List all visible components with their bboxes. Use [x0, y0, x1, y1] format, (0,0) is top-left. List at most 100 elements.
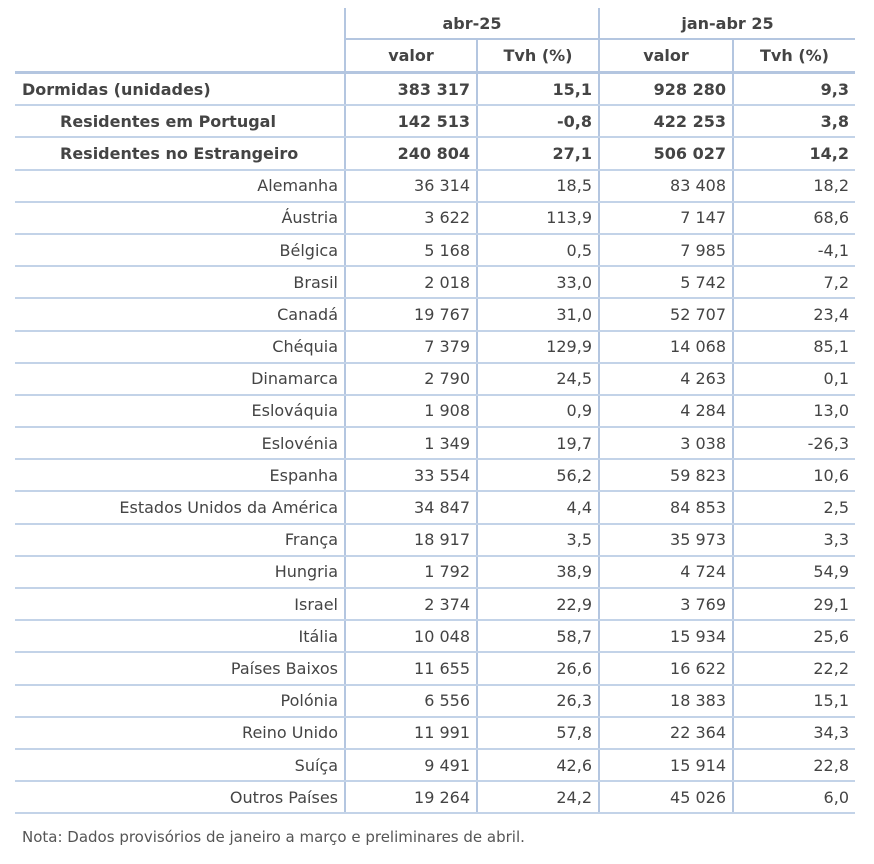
row-label: Polónia [15, 684, 345, 718]
cell: 22,9 [476, 588, 599, 622]
table-row: Residentes no Estrangeiro 240 804 27,1 506 … [15, 137, 855, 171]
row-label: Israel [15, 588, 345, 622]
row-label: Outros Países [15, 781, 345, 815]
cell: 3,5 [476, 523, 599, 557]
cell: 2,5 [732, 491, 855, 525]
cell: 14,2 [732, 137, 855, 171]
cell: 18 917 [344, 523, 477, 557]
cell: 142 513 [344, 105, 477, 139]
cell: 15,1 [732, 684, 855, 718]
cell: 6,0 [732, 781, 855, 815]
cell: 38,9 [476, 555, 599, 590]
cell: 129,9 [476, 330, 599, 364]
cell: 22,8 [732, 748, 855, 783]
row-label: Alemanha [15, 169, 345, 203]
column-header: Tvh (%) [732, 39, 855, 74]
cell: 10,6 [732, 459, 855, 493]
cell: 2 790 [344, 362, 477, 396]
cell: 24,5 [476, 362, 599, 396]
cell: 54,9 [732, 555, 855, 590]
cell: 16 622 [598, 652, 733, 686]
cell: 5 742 [598, 266, 733, 300]
row-label: Residentes no Estrangeiro [15, 137, 345, 171]
cell: -0,8 [476, 105, 599, 139]
cell: 506 027 [598, 137, 733, 171]
cell: 7 379 [344, 330, 477, 364]
cell: 3,3 [732, 523, 855, 557]
cell: 26,3 [476, 684, 599, 718]
cell: 11 655 [344, 652, 477, 686]
row-label: Espanha [15, 459, 345, 493]
cell: 14 068 [598, 330, 733, 364]
cell: 9 491 [344, 748, 477, 783]
row-label: Eslováquia [15, 394, 345, 429]
table-row: Itália 10 048 58,7 15 934 25,6 [15, 620, 855, 654]
cell: 3 038 [598, 427, 733, 461]
cell: 57,8 [476, 716, 599, 750]
cell: 33,0 [476, 266, 599, 300]
cell: 10 048 [344, 620, 477, 654]
table-row: Eslovénia 1 349 19,7 3 038 -26,3 [15, 427, 855, 461]
row-label: Bélgica [15, 233, 345, 268]
header-row: abr-25 jan-abr 25 [15, 8, 855, 40]
table-row: Brasil 2 018 33,0 5 742 7,2 [15, 266, 855, 300]
table-row: Residentes em Portugal 142 513 -0,8 422 253… [15, 105, 855, 139]
table-row: Canadá 19 767 31,0 52 707 23,4 [15, 298, 855, 332]
cell: 6 556 [344, 684, 477, 718]
table-row: Dinamarca 2 790 24,5 4 263 0,1 [15, 362, 855, 396]
cell: 83 408 [598, 169, 733, 203]
cell: 22 364 [598, 716, 733, 750]
table-row: Dormidas (unidades) 383 317 15,1 928 280 9,3 [15, 72, 855, 107]
row-label: Itália [15, 620, 345, 654]
cell: 9,3 [732, 72, 855, 107]
cell: 4 284 [598, 394, 733, 429]
cell: 113,9 [476, 201, 599, 235]
row-label: Eslovénia [15, 427, 345, 461]
cell: 56,2 [476, 459, 599, 493]
cell: 1 792 [344, 555, 477, 590]
cell: 24,2 [476, 781, 599, 815]
cell: 928 280 [598, 72, 733, 107]
column-header: valor [598, 39, 733, 74]
row-label: França [15, 523, 345, 557]
cell: -26,3 [732, 427, 855, 461]
cell: 15 914 [598, 748, 733, 783]
cell: 23,4 [732, 298, 855, 332]
cell: 19 264 [344, 781, 477, 815]
row-label: Reino Unido [15, 716, 345, 750]
cell: 3 622 [344, 201, 477, 235]
cell: 59 823 [598, 459, 733, 493]
cell: 15 934 [598, 620, 733, 654]
table-row: Israel 2 374 22,9 3 769 29,1 [15, 588, 855, 622]
cell: 58,7 [476, 620, 599, 654]
cell: 36 314 [344, 169, 477, 203]
cell: 7 985 [598, 233, 733, 268]
cell: 240 804 [344, 137, 477, 171]
row-label: Estados Unidos da América [15, 491, 345, 525]
table-row: França 18 917 3,5 35 973 3,3 [15, 523, 855, 557]
cell: 42,6 [476, 748, 599, 783]
group-header: jan-abr 25 [598, 8, 855, 40]
cell: 4 263 [598, 362, 733, 396]
table-row: Reino Unido 11 991 57,8 22 364 34,3 [15, 716, 855, 750]
cell: -4,1 [732, 233, 855, 268]
cell: 25,6 [732, 620, 855, 654]
cell: 1 908 [344, 394, 477, 429]
row-label: Canadá [15, 298, 345, 332]
row-label: Suíça [15, 748, 345, 783]
table-row: Áustria 3 622 113,9 7 147 68,6 [15, 201, 855, 235]
cell: 4 724 [598, 555, 733, 590]
cell: 34,3 [732, 716, 855, 750]
footnote: Nota: Dados provisórios de janeiro a mar… [22, 828, 525, 846]
cell: 383 317 [344, 72, 477, 107]
cell: 2 374 [344, 588, 477, 622]
cell: 4,4 [476, 491, 599, 525]
column-header: valor [344, 39, 477, 74]
table-row: Estados Unidos da América 34 847 4,4 84 853… [15, 491, 855, 525]
group-header: abr-25 [344, 8, 599, 40]
header-cell [15, 39, 345, 74]
header-cell [15, 8, 345, 39]
cell: 7 147 [598, 201, 733, 235]
header-row: valor Tvh (%) valor Tvh (%) [15, 39, 855, 74]
table-row: Polónia 6 556 26,3 18 383 15,1 [15, 684, 855, 718]
